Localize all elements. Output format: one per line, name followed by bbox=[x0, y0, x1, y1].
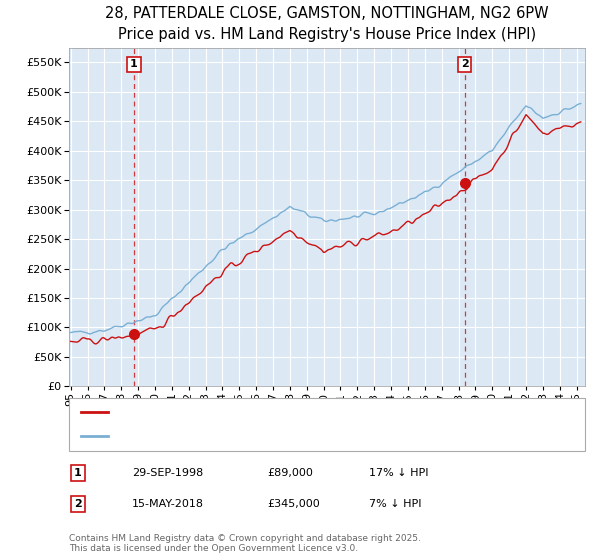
Text: 17% ↓ HPI: 17% ↓ HPI bbox=[369, 468, 428, 478]
Text: Contains HM Land Registry data © Crown copyright and database right 2025.
This d: Contains HM Land Registry data © Crown c… bbox=[69, 534, 421, 553]
Title: 28, PATTERDALE CLOSE, GAMSTON, NOTTINGHAM, NG2 6PW
Price paid vs. HM Land Regist: 28, PATTERDALE CLOSE, GAMSTON, NOTTINGHA… bbox=[105, 6, 549, 42]
Text: HPI: Average price, detached house, Rushcliffe: HPI: Average price, detached house, Rush… bbox=[114, 431, 375, 441]
Text: 15-MAY-2018: 15-MAY-2018 bbox=[132, 499, 204, 509]
Text: 7% ↓ HPI: 7% ↓ HPI bbox=[369, 499, 421, 509]
Text: 2: 2 bbox=[461, 59, 469, 69]
Text: 28, PATTERDALE CLOSE, GAMSTON, NOTTINGHAM, NG2 6PW (detached house): 28, PATTERDALE CLOSE, GAMSTON, NOTTINGHA… bbox=[114, 408, 554, 418]
Text: £345,000: £345,000 bbox=[267, 499, 320, 509]
Text: 2: 2 bbox=[74, 499, 82, 509]
Text: 29-SEP-1998: 29-SEP-1998 bbox=[132, 468, 203, 478]
Text: 1: 1 bbox=[74, 468, 82, 478]
Text: £89,000: £89,000 bbox=[267, 468, 313, 478]
Text: 1: 1 bbox=[130, 59, 138, 69]
